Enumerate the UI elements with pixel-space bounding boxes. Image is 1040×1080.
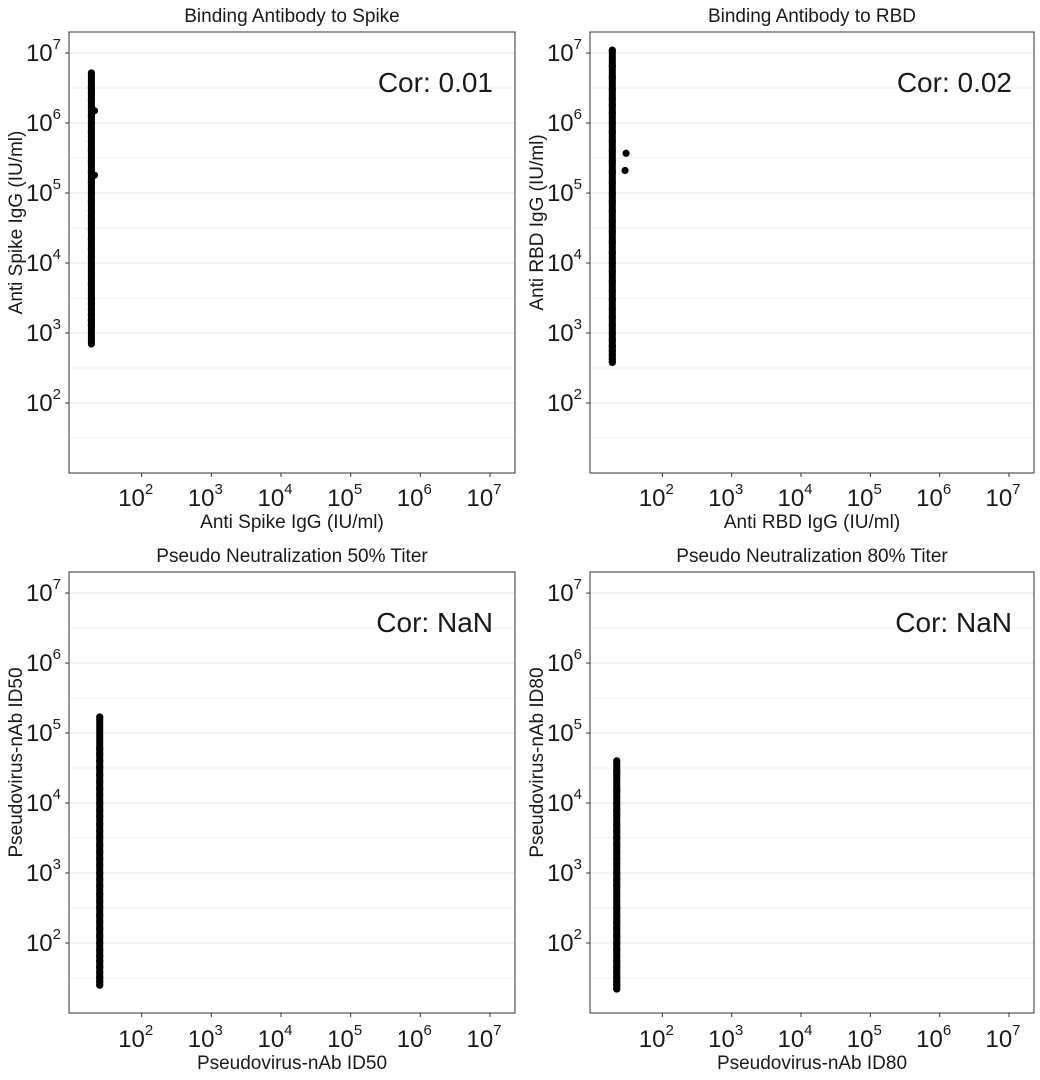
panel-rbd: 102 103 104 105 106 107 102 103 104 105 106 107 Bind… [527,6,1035,533]
x-tick-label: 105 [847,481,882,512]
x-tick-label: 103 [708,481,743,512]
panel-title: Pseudo Neutralization 50% Titer [156,546,428,567]
y-tick-label: 106 [26,106,61,137]
x-tick-label: 102 [118,1022,153,1053]
plot-area [69,32,515,473]
y-tick-label: 103 [547,856,582,887]
y-tick-label: 105 [26,176,61,207]
y-tick-label: 107 [547,576,582,607]
x-tick-label: 102 [118,481,153,512]
y-tick-label: 106 [547,106,582,137]
panel-title: Pseudo Neutralization 80% Titer [676,546,948,567]
x-tick-label: 105 [327,481,362,512]
y-axis-title: Pseudovirus-nAb ID50 [6,667,27,857]
y-axis-title: Anti RBD IgG (IU/ml) [527,134,548,310]
correlation-label: Cor: NaN [895,607,1012,638]
y-tick-label: 104 [26,786,61,817]
correlation-label: Cor: 0.01 [378,67,493,98]
x-axis-title: Anti Spike IgG (IU/ml) [200,512,384,533]
y-tick-label: 102 [547,926,582,957]
plot-border [68,571,516,1014]
y-tick-label: 102 [26,926,61,957]
x-tick-label: 107 [466,1022,501,1053]
y-tick-label: 104 [547,246,582,277]
data-point [621,166,629,175]
x-tick-label: 104 [257,1022,292,1053]
y-tick-label: 106 [547,646,582,677]
x-tick-label: 103 [188,1022,223,1053]
plot-area [590,572,1034,1013]
x-tick-label: 103 [188,481,223,512]
x-tick-label: 102 [639,481,674,512]
panel-title: Binding Antibody to Spike [184,6,400,27]
y-tick-label: 107 [26,36,61,67]
correlation-label: Cor: 0.02 [897,67,1012,98]
y-axis-title: Pseudovirus-nAb ID80 [527,667,548,857]
correlation-label: Cor: NaN [376,607,493,638]
x-tick-label: 107 [985,481,1020,512]
panel-title: Binding Antibody to RBD [708,6,916,27]
plot-border [589,31,1035,474]
x-tick-label: 105 [847,1022,882,1053]
y-axis-title: Anti Spike IgG (IU/ml) [6,131,27,315]
x-tick-label: 102 [639,1022,674,1053]
x-tick-label: 107 [466,481,501,512]
plot-area [69,572,515,1013]
x-tick-label: 106 [916,1022,951,1053]
panel-id80: 102 103 104 105 106 107 102 103 104 105 106 107 Pseu… [527,546,1035,1074]
y-tick-label: 104 [547,786,582,817]
y-tick-label: 105 [547,716,582,747]
x-axis-title: Pseudovirus-nAb ID50 [197,1053,387,1074]
y-tick-label: 104 [26,246,61,277]
data-point [622,149,630,157]
x-tick-label: 105 [327,1022,362,1053]
x-tick-label: 104 [777,481,812,512]
y-tick-label: 102 [547,386,582,417]
x-tick-label: 106 [397,481,432,512]
y-tick-label: 103 [547,316,582,347]
y-tick-label: 107 [547,36,582,67]
y-tick-label: 106 [26,646,61,677]
x-tick-label: 106 [916,481,951,512]
y-tick-label: 107 [26,576,61,607]
y-tick-label: 105 [547,176,582,207]
x-axis-title: Pseudovirus-nAb ID80 [717,1053,907,1074]
x-tick-label: 104 [777,1022,812,1053]
x-axis-title: Anti RBD IgG (IU/ml) [724,512,900,533]
x-tick-label: 104 [257,481,292,512]
y-tick-label: 102 [26,386,61,417]
y-tick-label: 103 [26,316,61,347]
plot-border [589,571,1035,1014]
y-tick-label: 105 [26,716,61,747]
plot-area [590,32,1034,473]
panel-spike: 102 103 104 105 106 107 102 103 104 105 106 107 Bind… [6,6,516,533]
x-tick-label: 107 [985,1022,1020,1053]
plot-border [68,31,516,474]
panel-id50: 102 103 104 105 106 107 102 103 104 105 106 107 Pseu… [6,546,516,1074]
x-tick-label: 106 [397,1022,432,1053]
x-tick-label: 103 [708,1022,743,1053]
y-tick-label: 103 [26,856,61,887]
